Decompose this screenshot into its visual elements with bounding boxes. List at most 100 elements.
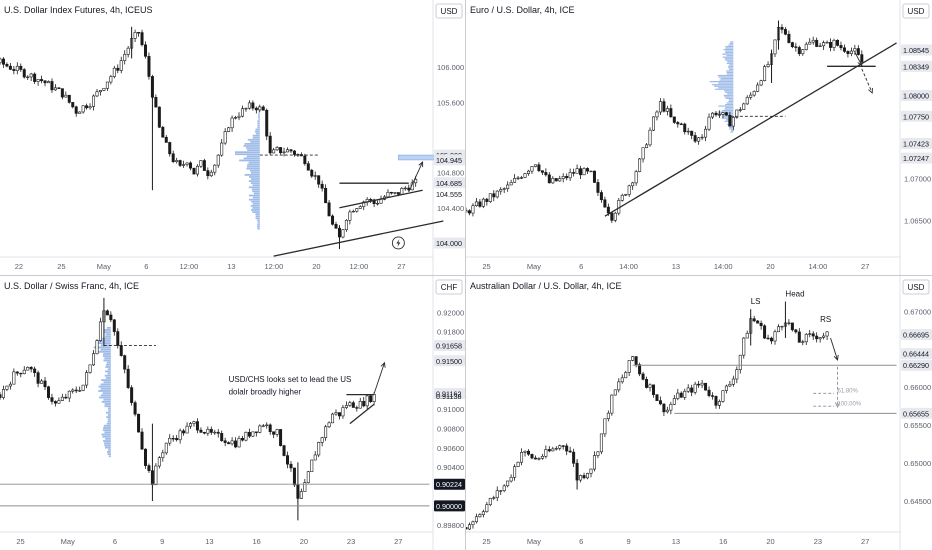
volume-profile-bar <box>252 184 260 187</box>
x-tick-label: 12:00 <box>179 262 198 271</box>
candle-body <box>586 473 590 479</box>
volume-profile-bar <box>253 192 260 195</box>
candle-body <box>209 428 213 433</box>
candle-body <box>74 106 78 114</box>
chart-svg-usdchf: CHF USD/CHS looks set to lead the US dolal… <box>0 276 465 550</box>
candle-body <box>471 205 475 214</box>
candle-body <box>137 32 141 34</box>
x-tick-label: 14:00 <box>809 262 828 271</box>
arrow-head <box>380 361 386 368</box>
candle-body <box>112 319 116 332</box>
candle-body <box>112 67 116 77</box>
volume-profile-bar <box>105 366 111 368</box>
price-badge-label: 104.000 <box>436 239 462 248</box>
candle-body <box>88 106 92 109</box>
candle-body <box>704 382 708 391</box>
candle-body <box>192 167 196 175</box>
candle-body <box>582 168 586 176</box>
candle-body <box>638 158 642 172</box>
candle-body <box>95 340 99 355</box>
chart-panel-dxy[interactable]: USD106.000105.600104.800104.400105.00010… <box>0 0 465 275</box>
candle-body <box>227 127 231 132</box>
candle-body <box>168 437 172 444</box>
candle-body <box>341 407 345 417</box>
candle-body <box>379 199 383 204</box>
volume-profile-bar <box>257 122 260 125</box>
volume-profile-bar <box>95 350 111 353</box>
price-badge: 104.555 <box>436 190 462 199</box>
candle-body <box>610 394 614 414</box>
volume-profile-bar <box>724 108 734 110</box>
price-badge-label: 0.91162 <box>436 389 461 398</box>
candle-body <box>22 69 26 78</box>
candle-body <box>334 223 338 229</box>
x-tick-label: 25 <box>482 262 490 271</box>
volume-profile-bar <box>257 219 260 222</box>
price-badge: 0.66444 <box>901 348 932 360</box>
volume-profile-bar <box>247 138 260 141</box>
candle-body <box>237 115 241 118</box>
candle-body <box>355 407 359 409</box>
candle-body <box>81 105 85 113</box>
volume-profile-bar <box>725 52 734 54</box>
volume-profile-bar <box>243 145 260 147</box>
price-badge: 104.945 <box>434 154 465 166</box>
candle-body <box>265 109 269 137</box>
currency-text: USD <box>908 283 925 292</box>
volume-profile-bar <box>721 110 734 112</box>
volume-profile-bar <box>728 126 734 129</box>
y-tick-label: 0.66000 <box>904 383 931 392</box>
volume-profile-bar <box>246 147 260 149</box>
chart-panel-usdchf[interactable]: CHF USD/CHS looks set to lead the US dolal… <box>0 276 465 550</box>
candle-body <box>700 382 704 386</box>
volume-profile-bar <box>252 202 260 205</box>
candle-body <box>109 314 113 321</box>
candle-body <box>258 425 262 433</box>
candle-body <box>268 424 272 433</box>
candle-body <box>213 431 217 434</box>
candle-body <box>240 108 244 117</box>
candle-body <box>474 516 478 523</box>
candle-body <box>74 389 78 392</box>
chart-panel-audusd[interactable]: USD LS Head RS 61.80% 100.00% 0.67000 0.66000 0.… <box>466 276 932 550</box>
candle-body <box>466 210 468 213</box>
x-tick-label: 25 <box>482 537 490 546</box>
candle-body <box>738 109 742 111</box>
volume-profile-bar <box>257 225 260 228</box>
candle-body <box>467 524 471 530</box>
candle-body <box>818 337 822 340</box>
volume-profile-bar <box>104 444 111 447</box>
candle-body <box>19 65 23 70</box>
volume-profile-bar <box>107 420 111 423</box>
volume-profile-bar <box>725 103 734 106</box>
volume-profile-bar <box>248 198 260 201</box>
candle-body <box>724 112 728 116</box>
arrow-line <box>408 161 424 193</box>
volume-profile-bar <box>100 337 111 340</box>
price-badge-bg <box>901 407 932 419</box>
volume-profile <box>234 105 260 230</box>
candle-body <box>842 47 846 52</box>
currency-box <box>435 279 463 295</box>
candle-body <box>592 170 596 183</box>
volume-profile-bar <box>728 100 734 103</box>
x-tick-label: May <box>527 262 541 271</box>
candle-body <box>216 154 220 166</box>
volume-profile-bar <box>729 68 734 71</box>
candle-body <box>624 194 628 196</box>
chart-panel-eurusd[interactable]: USD 1.07000 1.06500 1.08545 1.08349 1.08000 1.… <box>466 0 932 275</box>
volume-profile-bar <box>99 396 111 399</box>
candle-body <box>485 504 489 513</box>
candle-body <box>331 413 335 424</box>
candle-body <box>161 452 165 458</box>
candle-body <box>752 318 756 322</box>
currency-box <box>902 3 930 19</box>
candle-body <box>648 384 652 388</box>
candle-body <box>763 66 767 81</box>
candle-body <box>513 178 517 183</box>
candle-body <box>95 91 99 97</box>
candle-body <box>369 395 373 402</box>
candle-body <box>282 151 286 154</box>
arrow-line <box>373 362 385 394</box>
candle-body <box>237 438 241 448</box>
